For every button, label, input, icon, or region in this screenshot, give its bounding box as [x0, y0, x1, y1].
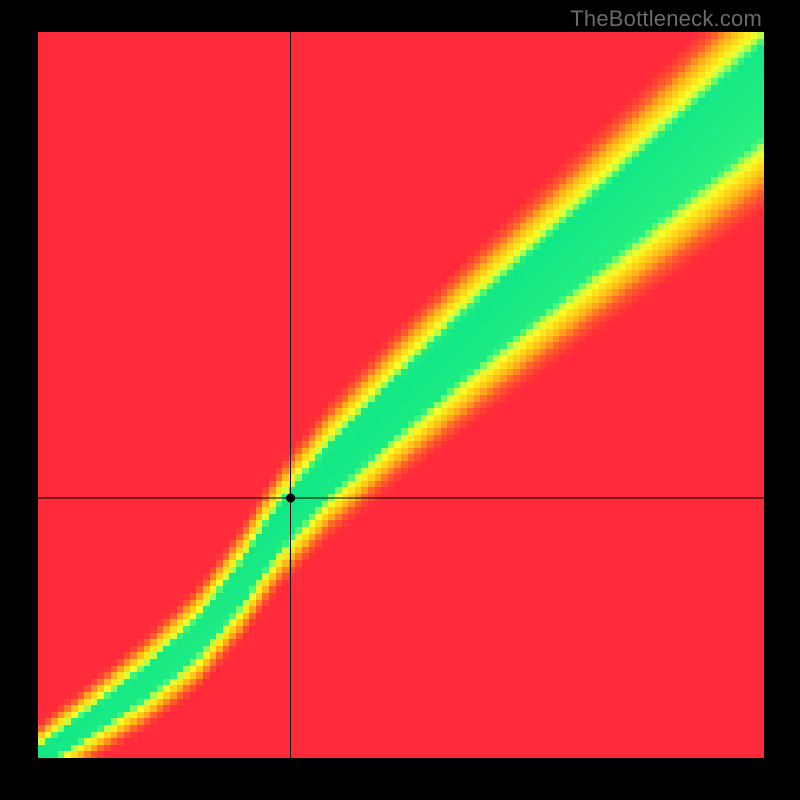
plot-frame	[38, 32, 764, 758]
figure-container: TheBottleneck.com	[0, 0, 800, 800]
crosshair-overlay	[38, 32, 764, 758]
crosshair-dot	[286, 494, 295, 503]
watermark-text: TheBottleneck.com	[570, 6, 762, 32]
